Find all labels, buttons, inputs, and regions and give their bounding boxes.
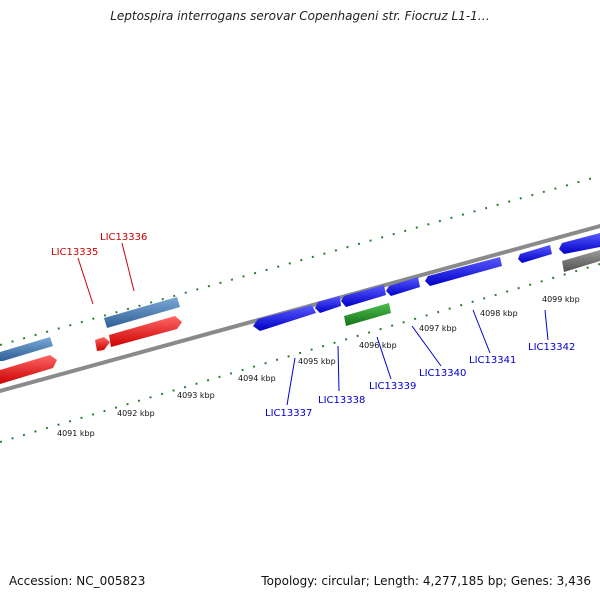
tick-label-4095: 4095 kbp [298, 357, 336, 366]
upper-scale-ring [0, 175, 600, 346]
tick-label-4093: 4093 kbp [177, 391, 215, 400]
gene-lic13336 [104, 297, 180, 328]
gene-label-lic13341[interactable]: LIC13341 [469, 355, 516, 366]
tick-label-4091: 4091 kbp [57, 429, 95, 438]
gene-blue-right [559, 233, 600, 254]
gene-label-lic13337[interactable]: LIC13337 [265, 408, 312, 419]
gene-lic13340 [386, 277, 420, 296]
gene-forward-left [0, 337, 53, 361]
gene-lic13335 [95, 337, 110, 351]
leader-lic13335 [77, 257, 94, 305]
gene-gray [562, 250, 600, 272]
gene-reverse-left [0, 355, 57, 384]
leader-lic13341 [472, 309, 491, 354]
gene-lic13339-a [341, 285, 386, 307]
tick-label-4092: 4092 kbp [117, 409, 155, 418]
leader-lic13340 [411, 325, 442, 367]
gene-green [344, 303, 391, 326]
gene-label-lic13340[interactable]: LIC13340 [419, 368, 466, 379]
gene-label-lic13335[interactable]: LIC13335 [51, 247, 98, 258]
gene-label-lic13339[interactable]: LIC13339 [369, 381, 416, 392]
tick-label-4096: 4096 kbp [359, 341, 397, 350]
map-title: Leptospira interrogans serovar Copenhage… [110, 9, 490, 23]
gene-red-2 [109, 316, 182, 347]
leader-lic13336 [121, 242, 135, 292]
tick-label-4099: 4099 kbp [542, 295, 580, 304]
gene-lic13341 [425, 257, 502, 286]
lower-scale-ring [0, 263, 600, 443]
gene-lic13338 [315, 296, 341, 313]
gene-lic13337 [253, 305, 316, 331]
topology-stats: Topology: circular; Length: 4,277,185 bp… [261, 574, 591, 588]
leader-lic13342 [544, 309, 549, 341]
leader-lic13337 [286, 357, 296, 406]
leader-lic13339 [376, 336, 392, 380]
gene-lic13342 [518, 245, 552, 263]
gene-label-lic13338[interactable]: LIC13338 [318, 395, 365, 406]
tick-label-4097: 4097 kbp [419, 324, 457, 333]
leader-lic13338 [337, 345, 340, 392]
accession-label: Accession: NC_005823 [9, 574, 146, 588]
gene-label-lic13342[interactable]: LIC13342 [528, 342, 575, 353]
gene-label-lic13336[interactable]: LIC13336 [100, 232, 147, 243]
tick-label-4098: 4098 kbp [480, 309, 518, 318]
tick-label-4094: 4094 kbp [238, 374, 276, 383]
